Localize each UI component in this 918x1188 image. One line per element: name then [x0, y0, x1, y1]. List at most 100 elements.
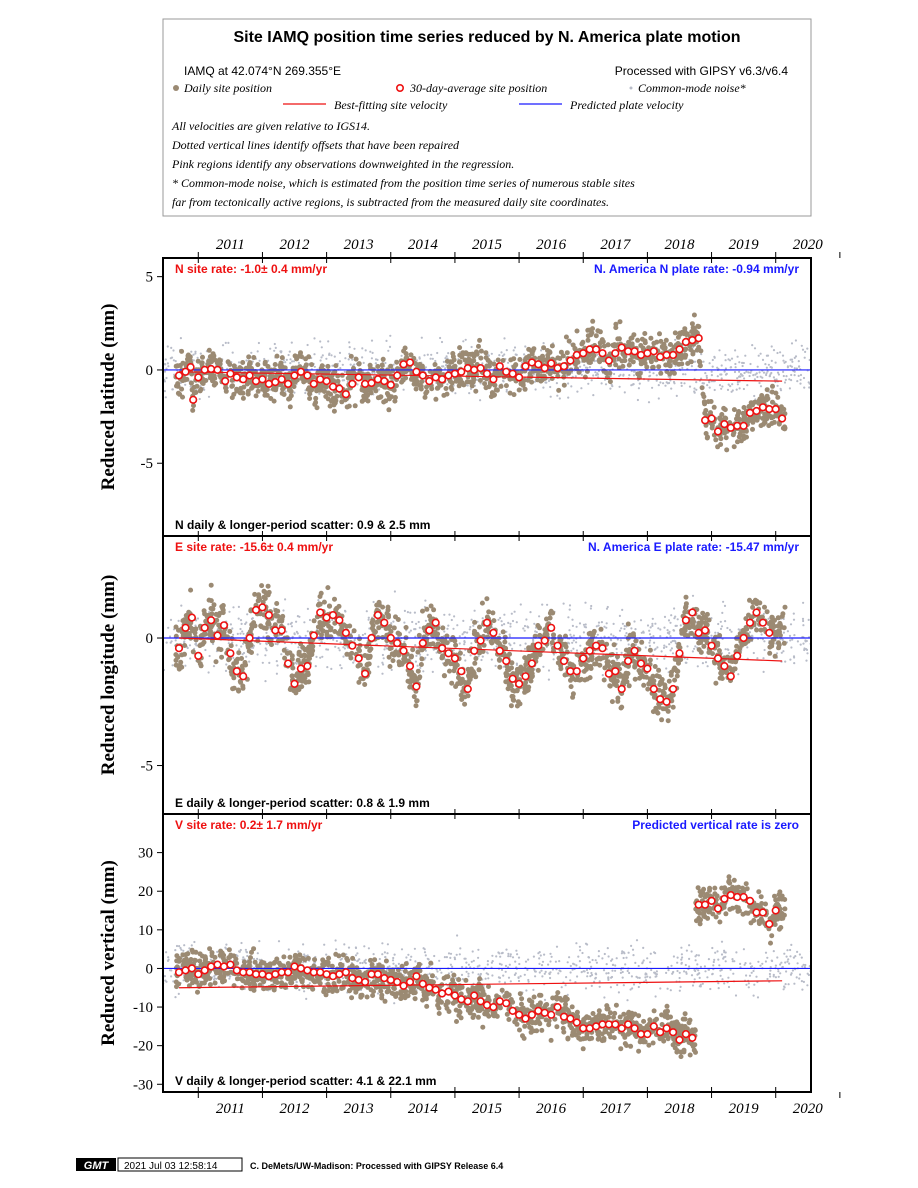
daily-point: [672, 330, 678, 336]
daily-point: [611, 642, 617, 648]
daily-point: [453, 378, 459, 384]
cmn-point: [541, 603, 544, 606]
cmn-point: [671, 639, 674, 643]
daily-point: [510, 687, 516, 693]
cmn-point: [446, 627, 449, 630]
cmn-point: [655, 374, 658, 377]
cmn-point: [477, 655, 480, 658]
average-point: [277, 375, 286, 384]
daily-point: [585, 337, 591, 343]
cmn-point: [549, 385, 552, 389]
cmn-point: [657, 384, 660, 387]
cmn-point: [189, 657, 192, 660]
cmn-point: [408, 631, 411, 634]
daily-point: [447, 668, 452, 674]
average-point: [726, 423, 735, 432]
legend-daily-label: Daily site position: [183, 81, 272, 95]
daily-point: [433, 396, 439, 402]
cmn-point: [296, 615, 299, 618]
average-point: [559, 362, 569, 371]
cmn-point: [331, 364, 334, 367]
cmn-point: [793, 370, 796, 373]
cmn-point: [713, 356, 716, 359]
daily-point: [770, 399, 775, 405]
daily-point: [646, 681, 652, 687]
average-point: [438, 375, 447, 384]
daily-point: [313, 395, 319, 401]
cmn-point: [685, 661, 688, 664]
daily-point: [503, 645, 509, 651]
cmn-point: [403, 609, 406, 613]
daily-point: [522, 655, 528, 661]
cmn-point: [416, 664, 419, 667]
cmn-point: [724, 359, 727, 362]
cmn-point: [590, 604, 593, 608]
cmn-point: [595, 625, 598, 628]
cmn-point: [499, 616, 502, 620]
average-point: [553, 364, 562, 373]
average-point: [476, 364, 485, 373]
cmn-point: [781, 354, 785, 357]
cmn-point: [284, 361, 287, 364]
daily-point: [503, 383, 509, 389]
daily-point: [367, 653, 373, 659]
cmn-point: [747, 371, 750, 374]
daily-point: [173, 652, 179, 658]
cmn-point: [183, 641, 186, 644]
cmn-point: [419, 666, 422, 670]
average-point: [591, 345, 601, 354]
daily-point: [236, 650, 242, 656]
daily-point: [282, 655, 288, 661]
cmn-point: [194, 350, 197, 353]
cmn-point: [203, 388, 206, 391]
cmn-point: [259, 642, 262, 645]
cmn-point: [469, 654, 472, 657]
daily-point: [357, 662, 363, 668]
cmn-point: [652, 372, 655, 375]
cmn-point: [670, 647, 674, 650]
daily-point: [435, 625, 441, 631]
average-point: [174, 371, 184, 380]
daily-point: [639, 639, 645, 645]
cmn-point: [245, 655, 248, 658]
cmn-point: [524, 345, 527, 348]
cmn-point: [493, 647, 496, 650]
cmn-point: [462, 340, 465, 343]
daily-point: [399, 661, 405, 667]
cmn-point: [727, 383, 730, 386]
daily-point: [683, 594, 689, 600]
daily-point: [502, 652, 507, 658]
cmn-point: [666, 629, 669, 632]
cmn-point: [356, 383, 359, 386]
daily-point: [656, 667, 662, 673]
average-point: [662, 350, 671, 360]
daily-point: [333, 363, 339, 369]
cmn-point: [638, 382, 641, 385]
daily-point: [401, 656, 407, 662]
daily-point: [566, 338, 572, 344]
daily-point: [758, 627, 764, 633]
cmn-point: [328, 352, 331, 355]
daily-point: [309, 362, 315, 368]
cmn-point: [415, 359, 418, 362]
daily-point: [734, 416, 739, 422]
average-point: [700, 416, 710, 425]
average-point: [694, 334, 703, 343]
cmn-point: [431, 357, 434, 360]
cmn-point: [604, 383, 608, 386]
cmn-point: [372, 600, 375, 604]
cmn-point: [434, 359, 437, 363]
daily-point: [289, 673, 295, 679]
cmn-point: [669, 635, 672, 638]
cmn-point: [351, 358, 354, 361]
daily-point: [435, 385, 441, 391]
cmn-point: [326, 648, 330, 651]
daily-point: [363, 390, 369, 395]
cmn-point: [493, 359, 496, 362]
daily-point: [781, 625, 787, 631]
daily-point: [770, 383, 775, 389]
cmn-point: [232, 606, 235, 609]
daily-point: [663, 337, 669, 343]
cmn-point: [540, 349, 543, 352]
cmn-point: [481, 362, 484, 365]
